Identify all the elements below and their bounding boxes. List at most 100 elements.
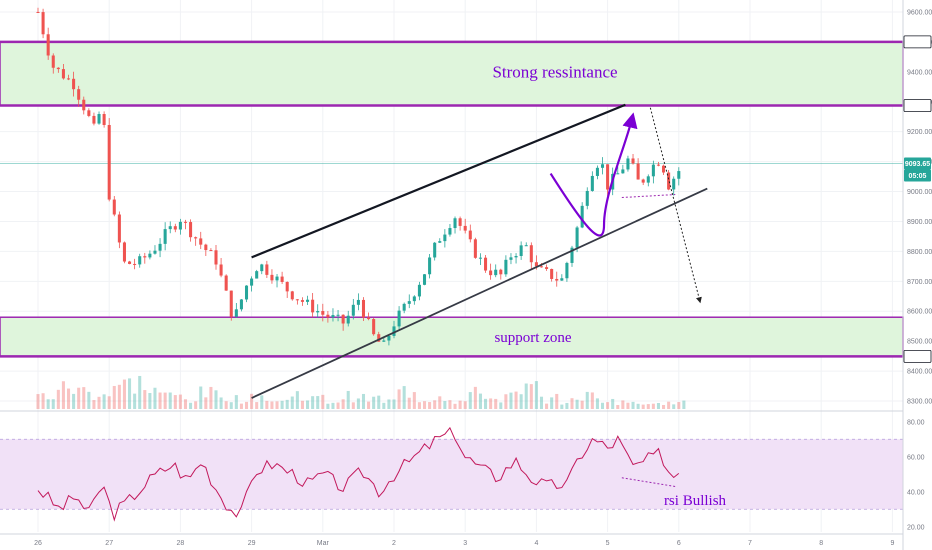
volume-bar (489, 398, 493, 409)
candle-body (244, 285, 249, 300)
volume-bar (341, 399, 345, 409)
volume-bar (677, 402, 681, 409)
candle-body (529, 245, 533, 263)
volume-bar (656, 403, 660, 409)
candle-body (534, 262, 538, 267)
volume-bar (453, 403, 457, 409)
x-tick-label: 28 (177, 540, 185, 547)
candle-body (417, 284, 421, 297)
candle-body (163, 229, 167, 244)
volume-bar (504, 394, 508, 409)
candle-body (183, 221, 188, 223)
candle-body (367, 317, 371, 320)
candle-body (128, 261, 132, 264)
x-tick-label: Mar (317, 540, 330, 547)
trendline-drawings (251, 103, 708, 399)
candle-body (463, 225, 467, 231)
candle-body (341, 314, 345, 324)
volume-bar (56, 389, 60, 409)
candle-body (346, 315, 350, 324)
volume-bar (412, 392, 416, 409)
countdown-tag-bg (904, 169, 931, 182)
volume-bar (158, 392, 162, 409)
volume-bar (250, 393, 254, 409)
candle-body (336, 314, 340, 316)
candle-body (473, 239, 477, 258)
candle-body (138, 256, 142, 265)
volume-bar (163, 392, 167, 409)
volume-bar (590, 392, 594, 409)
volume-bar (199, 386, 203, 409)
volume-bar (397, 389, 401, 409)
candle-body (397, 310, 401, 327)
volume-bar (102, 394, 106, 409)
volume-bar (189, 402, 193, 409)
level-tag-bg (903, 99, 932, 112)
volume-bar (244, 401, 249, 409)
volume-bar (316, 396, 320, 409)
volume-bar (260, 395, 264, 409)
candle-body (300, 300, 304, 302)
candle-body (422, 274, 427, 285)
x-tick-label: 27 (105, 540, 113, 547)
volume-bar (417, 402, 421, 409)
candle-body (656, 164, 660, 166)
volume-bar (626, 402, 630, 409)
candle-body (316, 311, 320, 313)
volume-bar (545, 403, 549, 409)
volume-bar (367, 401, 371, 409)
rsi-tick-label: 60.00 (907, 454, 925, 461)
volume-bar (346, 390, 350, 409)
candle-body (539, 266, 544, 268)
candle-body (560, 278, 564, 281)
candle-body (56, 67, 60, 70)
level-tag: 8449.15 (905, 354, 930, 361)
candle-body (575, 227, 579, 248)
x-tick-label: 5 (606, 540, 610, 547)
candle-body (428, 257, 432, 275)
volume-bar (372, 396, 376, 409)
volume-bar (41, 393, 45, 409)
volume-bar (361, 393, 366, 409)
volume-bar (662, 404, 666, 409)
candle-body (204, 244, 208, 251)
volume-bar (295, 391, 299, 409)
volume-bar (468, 392, 472, 409)
volume-bar (153, 387, 157, 409)
candle-body (265, 264, 269, 275)
current-price-tag: 9093.65 (905, 161, 930, 168)
level-tag-bg (903, 349, 932, 363)
zone-label: Strong ressintance (492, 63, 617, 82)
candle-body (351, 304, 355, 316)
candle-body (270, 274, 274, 281)
volume-bar (392, 399, 396, 409)
volume-bar (600, 402, 605, 409)
volume-bar (280, 400, 284, 409)
volume-bar (595, 398, 599, 409)
candle-body (509, 257, 513, 260)
candle-body (117, 214, 121, 243)
candle-body (636, 163, 640, 180)
candle-body (626, 158, 630, 170)
volume-bar (631, 401, 635, 409)
volume-bar (270, 401, 274, 409)
zone-support (0, 316, 904, 358)
candle-body (514, 255, 518, 258)
candle-body (168, 226, 172, 230)
volume-bar (234, 395, 238, 409)
volume-bar (377, 395, 381, 409)
candle-body (173, 226, 177, 230)
rsi-line (37, 426, 680, 522)
volume-bar (229, 402, 233, 409)
candle-body (443, 234, 447, 242)
zone-resistance (0, 41, 904, 107)
candle-body (61, 69, 65, 79)
volume-bar (275, 401, 279, 409)
price-tick-label: 8900.00 (907, 219, 932, 226)
volume-bar (387, 399, 391, 409)
volume-bar (143, 390, 147, 409)
candle-body (66, 78, 71, 80)
candle-body (255, 271, 259, 279)
candle-body (646, 176, 650, 183)
